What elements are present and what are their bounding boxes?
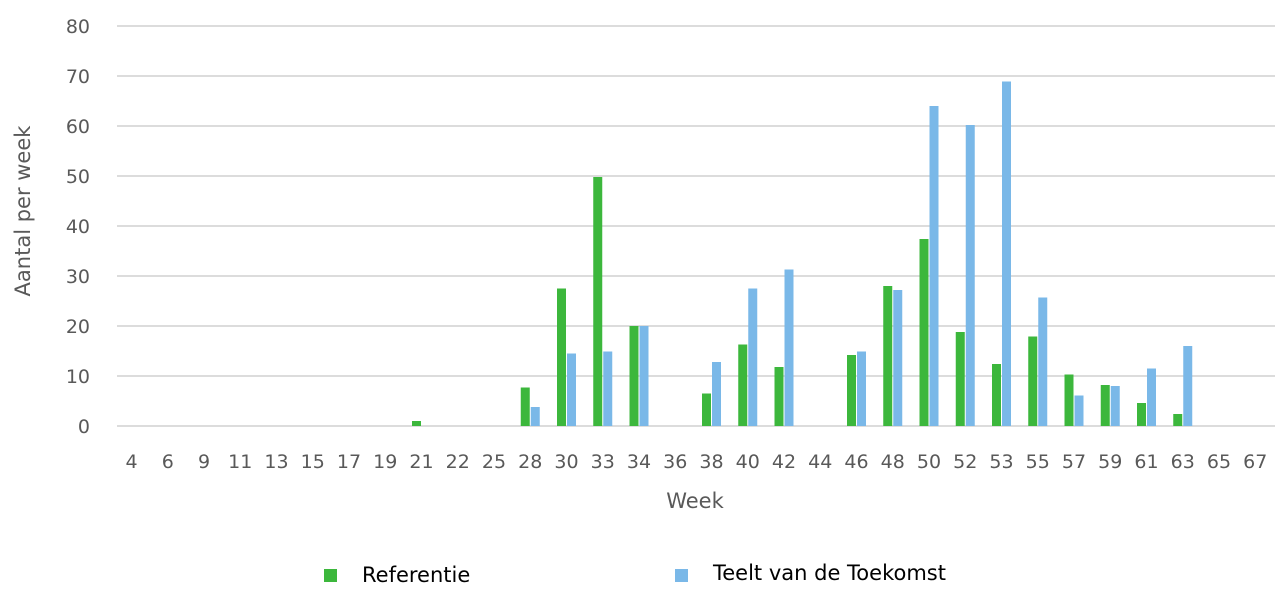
bars [412, 81, 1193, 426]
x-tick-label: 36 [663, 451, 687, 473]
legend-label-referentie: Referentie [362, 563, 470, 587]
bar-referentie-week-46 [847, 355, 856, 426]
x-tick-label: 15 [301, 451, 325, 473]
legend: Referentie Teelt van de Toekomst [324, 561, 946, 587]
y-tick-label: 60 [66, 116, 90, 138]
bar-referentie-week-28 [520, 387, 530, 426]
x-tick-label: 59 [1098, 451, 1122, 473]
y-tick-label: 50 [66, 166, 90, 188]
x-tick-label: 21 [409, 451, 433, 473]
bar-teelt-van-de-toekomst-week-57 [1074, 395, 1084, 426]
bar-referentie-week-42 [774, 367, 784, 426]
bar-referentie-week-53 [992, 364, 1001, 426]
x-tick-label: 34 [627, 451, 651, 473]
x-tick-label: 44 [808, 451, 832, 473]
x-tick-label: 61 [1134, 451, 1158, 473]
x-tick-label: 63 [1171, 451, 1195, 473]
bar-referentie-week-30 [557, 288, 566, 426]
legend-swatch-referentie [324, 569, 337, 582]
x-tick-label: 33 [591, 451, 615, 473]
bar-referentie-week-55 [1028, 336, 1038, 426]
x-tick-label: 55 [1026, 451, 1050, 473]
x-tick-label: 30 [554, 451, 578, 473]
y-axis-ticks: 0 10 20 30 40 50 60 70 80 [66, 16, 90, 438]
x-tick-label: 53 [989, 451, 1013, 473]
x-tick-label: 22 [446, 451, 470, 473]
bar-referentie-week-40 [738, 344, 748, 426]
x-tick-label: 40 [736, 451, 760, 473]
bar-teelt-van-de-toekomst-week-59 [1110, 386, 1120, 426]
bar-teelt-van-de-toekomst-week-28 [530, 407, 540, 426]
y-tick-label: 20 [66, 316, 90, 338]
legend-swatch-teelt-van-de-toekomst [675, 569, 688, 582]
bar-referentie-week-38 [702, 393, 711, 426]
x-tick-label: 52 [953, 451, 977, 473]
bar-referentie-week-57 [1064, 374, 1074, 426]
x-tick-label: 17 [337, 451, 361, 473]
bar-teelt-van-de-toekomst-week-33 [603, 351, 613, 426]
bar-referentie-week-61 [1137, 403, 1146, 426]
bar-teelt-van-de-toekomst-week-63 [1183, 346, 1193, 426]
y-tick-label: 0 [78, 416, 90, 438]
bar-teelt-van-de-toekomst-week-52 [965, 125, 975, 426]
x-tick-label: 57 [1062, 451, 1086, 473]
bar-teelt-van-de-toekomst-week-50 [929, 106, 939, 426]
x-tick-label: 9 [198, 451, 210, 473]
bar-teelt-van-de-toekomst-week-40 [748, 288, 758, 426]
bar-referentie-week-50 [919, 239, 929, 426]
bar-teelt-van-de-toekomst-week-61 [1147, 368, 1156, 426]
x-axis-title: Week [666, 489, 724, 513]
y-axis-title: Aantal per week [11, 125, 35, 297]
bar-referentie-week-52 [955, 332, 965, 426]
x-tick-label: 67 [1243, 451, 1267, 473]
bar-referentie-week-21 [412, 421, 421, 426]
bar-referentie-week-33 [593, 177, 603, 426]
x-tick-label: 48 [881, 451, 905, 473]
bar-referentie-week-48 [883, 286, 893, 426]
x-tick-label: 46 [844, 451, 868, 473]
x-tick-label: 25 [482, 451, 506, 473]
gridlines [117, 25, 1275, 427]
x-tick-label: 42 [772, 451, 796, 473]
bar-teelt-van-de-toekomst-week-53 [1002, 81, 1011, 426]
bar-teelt-van-de-toekomst-week-46 [857, 351, 866, 426]
y-tick-label: 30 [66, 266, 90, 288]
x-tick-label: 65 [1207, 451, 1231, 473]
bar-referentie-week-63 [1173, 414, 1183, 426]
x-axis-ticks: 4 6 9 11 13 15 17 19 21 22 25 28 30 33 34 36 38 40 42 44 46 4… [125, 451, 1267, 473]
bar-referentie-week-59 [1100, 385, 1110, 426]
bar-teelt-van-de-toekomst-week-38 [712, 362, 721, 426]
bar-referentie-week-34 [629, 326, 639, 426]
y-tick-label: 80 [66, 16, 90, 38]
bar-teelt-van-de-toekomst-week-48 [893, 290, 903, 426]
x-tick-label: 13 [264, 451, 288, 473]
y-tick-label: 10 [66, 366, 90, 388]
bar-teelt-van-de-toekomst-week-30 [567, 353, 576, 426]
y-tick-label: 70 [66, 66, 90, 88]
x-tick-label: 50 [917, 451, 941, 473]
bar-teelt-van-de-toekomst-week-34 [639, 326, 649, 426]
bar-teelt-van-de-toekomst-week-55 [1038, 297, 1048, 426]
x-tick-label: 28 [518, 451, 542, 473]
bar-teelt-van-de-toekomst-week-42 [784, 269, 794, 426]
x-tick-label: 4 [125, 451, 137, 473]
x-tick-label: 6 [162, 451, 174, 473]
x-tick-label: 19 [373, 451, 397, 473]
legend-label-teelt-van-de-toekomst: Teelt van de Toekomst [712, 561, 946, 585]
y-tick-label: 40 [66, 216, 90, 238]
x-tick-label: 11 [228, 451, 252, 473]
x-tick-label: 38 [699, 451, 723, 473]
